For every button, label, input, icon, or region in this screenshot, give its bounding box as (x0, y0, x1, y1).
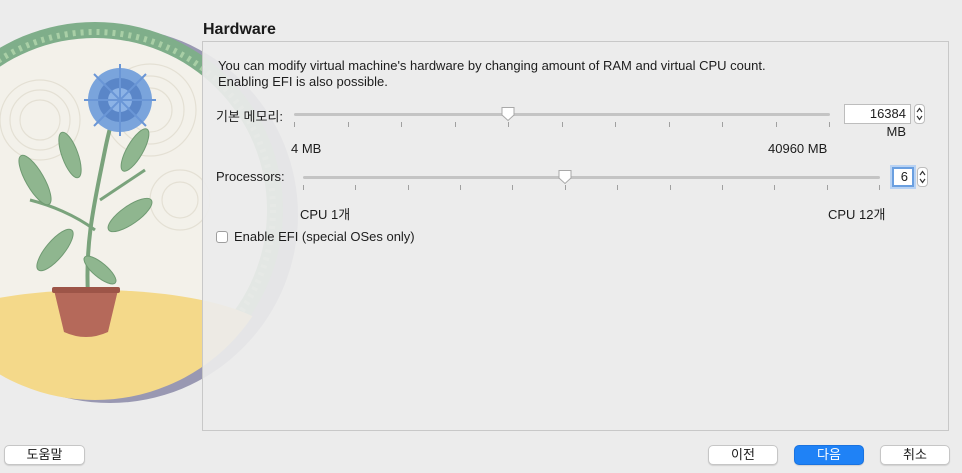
slider-tick (508, 122, 509, 127)
description-line: You can modify virtual machine's hardwar… (218, 58, 766, 73)
stepper-arrows-icon (916, 107, 923, 121)
slider-thumb-icon[interactable] (500, 106, 516, 122)
section-title: Hardware (203, 21, 276, 38)
slider-tick (455, 122, 456, 127)
processors-min-label: CPU 1개 (300, 207, 351, 222)
slider-tick (460, 185, 461, 190)
processors-stepper[interactable] (917, 167, 928, 187)
slider-tick (355, 185, 356, 190)
slider-track (303, 176, 880, 179)
slider-tick (294, 122, 295, 127)
slider-tick (722, 185, 723, 190)
slider-tick (774, 185, 775, 190)
memory-spinbox: 16384 MB (844, 104, 925, 139)
slider-tick (669, 122, 670, 127)
slider-tick (565, 185, 566, 190)
slider-tick (776, 122, 777, 127)
cancel-button[interactable]: 취소 (880, 445, 950, 465)
memory-stepper[interactable] (914, 104, 925, 124)
back-button[interactable]: 이전 (708, 445, 778, 465)
description: You can modify virtual machine's hardwar… (218, 58, 766, 90)
memory-value-input[interactable]: 16384 MB (844, 104, 911, 139)
slider-tick (670, 185, 671, 190)
processors-label: Processors: (216, 169, 285, 184)
stepper-arrows-icon (919, 170, 926, 184)
efi-option[interactable]: Enable EFI (special OSes only) (216, 229, 415, 244)
slider-tick (303, 185, 304, 190)
slider-tick (562, 122, 563, 127)
description-line: Enabling EFI is also possible. (218, 74, 388, 89)
slider-tick (827, 185, 828, 190)
slider-tick (722, 122, 723, 127)
slider-tick (401, 122, 402, 127)
efi-checkbox[interactable] (216, 230, 228, 243)
slider-tick (617, 185, 618, 190)
memory-label: 기본 메모리: (216, 109, 284, 124)
slider-tick (829, 122, 830, 127)
memory-min-label: 4 MB (291, 141, 322, 156)
slider-tick (512, 185, 513, 190)
slider-thumb-icon[interactable] (557, 169, 573, 185)
memory-max-label: 40960 MB (768, 141, 828, 156)
slider-tick (615, 122, 616, 127)
processors-slider[interactable] (303, 168, 880, 190)
efi-label: Enable EFI (special OSes only) (234, 229, 415, 244)
processors-value-input[interactable]: 6 (892, 167, 914, 187)
hardware-panel: You can modify virtual machine's hardwar… (202, 41, 949, 431)
processors-spinbox: 6 (892, 167, 928, 187)
processors-max-label: CPU 12개 (828, 207, 886, 222)
slider-tick (348, 122, 349, 127)
slider-track (294, 113, 830, 116)
slider-tick (879, 185, 880, 190)
help-button[interactable]: 도움말 (4, 445, 85, 465)
memory-slider[interactable] (294, 105, 830, 127)
slider-tick (408, 185, 409, 190)
next-button[interactable]: 다음 (794, 445, 864, 465)
